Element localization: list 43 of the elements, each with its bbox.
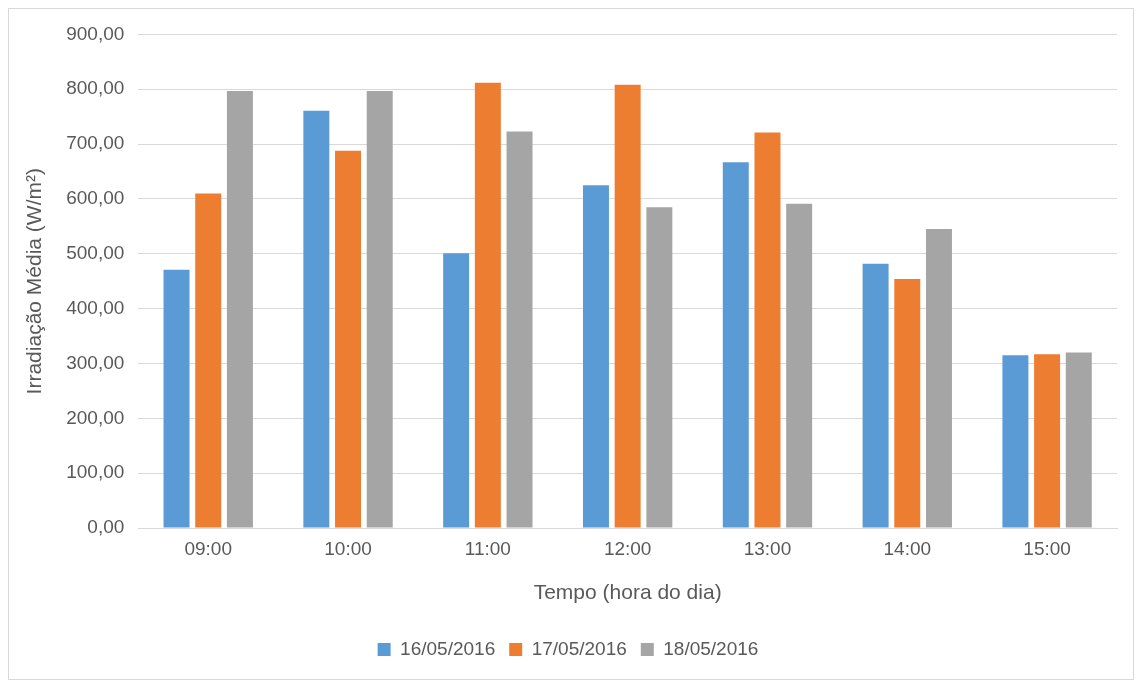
bar <box>366 90 393 528</box>
x-tick-label: 15:00 <box>1023 537 1071 559</box>
bar <box>1002 355 1029 528</box>
bar <box>443 253 470 528</box>
bar <box>786 203 813 528</box>
bar <box>862 263 889 528</box>
bar <box>163 269 190 528</box>
bar <box>894 279 921 528</box>
y-tick-label: 500,00 <box>66 242 125 264</box>
x-tick-label: 10:00 <box>324 537 372 559</box>
y-tick-label: 700,00 <box>66 132 125 154</box>
bar <box>226 90 253 528</box>
x-tick-label: 13:00 <box>743 537 792 559</box>
legend-label: 18/05/2016 <box>663 637 759 659</box>
x-tick-label: 12:00 <box>603 537 652 559</box>
bar <box>195 193 222 528</box>
y-tick-label: 900,00 <box>66 22 125 44</box>
bar <box>1065 352 1092 528</box>
y-tick-label: 400,00 <box>66 296 125 318</box>
legend-label: 17/05/2016 <box>531 637 627 659</box>
y-tick-label: 600,00 <box>66 187 125 209</box>
x-axis-title: Tempo (hora do dia) <box>533 580 722 604</box>
bar <box>722 162 749 528</box>
bar <box>754 132 781 528</box>
bar <box>1034 354 1061 528</box>
x-tick-label: 14:00 <box>883 537 932 559</box>
bar <box>474 82 501 528</box>
bar <box>335 150 362 528</box>
legend-label: 16/05/2016 <box>400 637 496 659</box>
y-tick-label: 0,00 <box>87 516 125 538</box>
y-tick-label: 200,00 <box>66 406 125 428</box>
x-tick-label: 11:00 <box>464 537 511 559</box>
bar <box>646 207 673 528</box>
bar <box>925 229 952 528</box>
y-tick-label: 300,00 <box>66 351 125 373</box>
bar <box>506 131 533 528</box>
y-tick-label: 100,00 <box>66 461 125 483</box>
y-tick-label: 800,00 <box>66 77 125 99</box>
bar <box>303 110 330 528</box>
x-tick-label: 09:00 <box>184 537 232 559</box>
y-axis-title: Irradiação Média (W/m²) <box>22 168 46 395</box>
bar <box>582 185 609 528</box>
bar <box>614 84 641 528</box>
